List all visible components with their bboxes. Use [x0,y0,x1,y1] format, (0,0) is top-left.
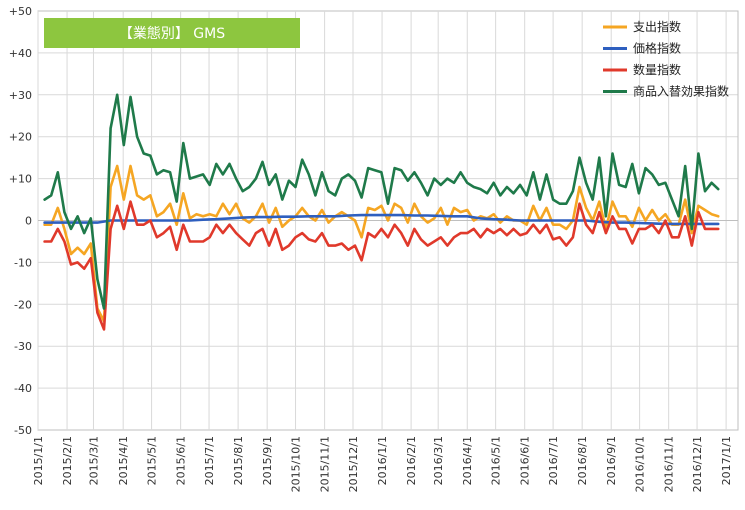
legend-label: 価格指数 [633,41,681,56]
x-tick-label: 2017/1/1 [720,436,733,485]
x-tick-label: 2015/10/1 [290,436,303,492]
x-tick-label: 2015/6/1 [175,436,188,485]
series-line-1 [43,213,720,226]
y-tick-label: -30 [14,340,32,353]
series-line-0 [43,164,720,323]
y-tick-label: +10 [9,173,32,186]
x-tick-label: 2016/6/1 [519,436,532,485]
chart-title: 【業態別】 GMS [119,26,225,42]
x-tick-label: 2016/8/1 [576,436,589,485]
x-tick-label: 2016/7/1 [547,436,560,485]
y-tick-label: -20 [14,298,32,311]
x-tick-label: 2016/9/1 [605,436,618,485]
x-tick-label: 2015/2/1 [61,436,74,485]
x-tick-label: 2015/11/1 [319,436,332,492]
y-tick-label: +40 [9,47,32,60]
x-tick-label: 2015/4/1 [117,436,130,485]
y-tick-label: -50 [14,424,32,437]
y-tick-label: +50 [9,5,32,18]
x-tick-label: 2016/3/1 [432,436,445,485]
series-line-2 [43,200,720,331]
y-tick-label: +20 [9,131,32,144]
series-line-3 [43,93,720,310]
x-tick-label: 2015/8/1 [232,436,245,485]
chart-title-box: 【業態別】 GMS [44,18,300,48]
x-tick-label: 2016/2/1 [405,436,418,485]
x-tick-label: 2016/5/1 [490,436,503,485]
x-tick-label: 2015/1/1 [32,436,45,485]
x-tick-label: 2015/9/1 [261,436,274,485]
y-tick-label: +30 [9,89,32,102]
y-tick-label: 0 [25,215,32,228]
x-tick-label: 2016/11/1 [663,436,676,492]
x-tick-label: 2016/12/1 [691,436,704,492]
x-tick-label: 2015/3/1 [87,436,100,485]
y-tick-label: -10 [14,256,32,269]
x-tick-label: 2015/5/1 [146,436,159,485]
chart-title-background [44,18,300,48]
x-tick-label: 2015/7/1 [203,436,216,485]
legend-label: 商品入替効果指数 [633,84,729,99]
x-tick-label: 2015/12/1 [347,436,360,492]
x-tick-label: 2016/1/1 [376,436,389,485]
x-tick-label: 2016/4/1 [461,436,474,485]
y-tick-label: -40 [14,382,32,395]
legend-label: 数量指数 [633,62,681,77]
series-layer [43,93,720,331]
x-tick-label: 2016/10/1 [634,436,647,492]
legend-label: 支出指数 [633,19,681,34]
